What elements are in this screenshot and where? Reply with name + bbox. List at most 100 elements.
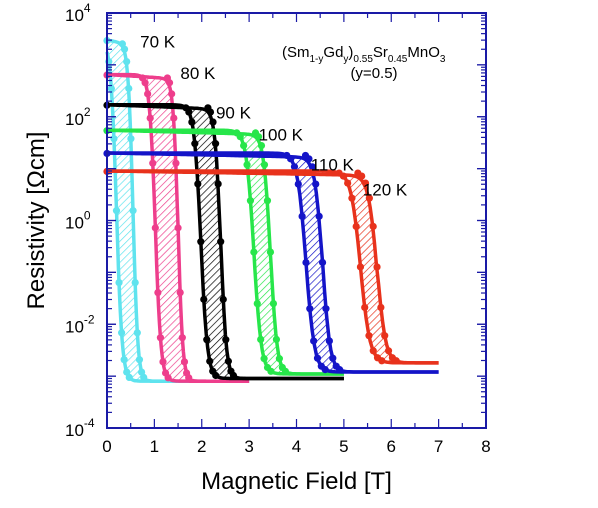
data-point <box>281 367 289 375</box>
formula-y-value: (y=0.5) <box>350 65 397 82</box>
data-point <box>185 108 193 116</box>
data-point <box>290 163 299 171</box>
data-point <box>112 207 121 215</box>
series-line-down <box>107 128 344 376</box>
data-point <box>240 141 248 150</box>
data-point <box>185 374 193 382</box>
data-point <box>144 90 152 98</box>
data-point <box>358 172 366 180</box>
data-point <box>131 278 139 287</box>
data-point <box>219 295 227 303</box>
data-point <box>243 161 251 169</box>
series-label: 80 K <box>180 64 216 83</box>
data-point <box>257 335 265 344</box>
y-tick-label: 102 <box>65 105 91 129</box>
data-point <box>214 180 222 188</box>
data-point <box>149 159 157 167</box>
data-point <box>263 197 272 205</box>
data-point <box>365 194 373 202</box>
data-point <box>361 179 370 187</box>
series-line-down <box>107 103 344 381</box>
data-point <box>107 84 115 93</box>
data-point <box>310 337 318 345</box>
data-point <box>272 335 281 344</box>
data-point <box>381 332 389 340</box>
data-point <box>135 356 144 364</box>
data-point <box>236 133 244 141</box>
data-point <box>336 366 344 374</box>
data-point <box>392 357 400 365</box>
data-point <box>140 373 148 382</box>
data-point <box>275 355 283 363</box>
x-tick-label: 3 <box>244 437 253 456</box>
series-label: 120 K <box>363 180 408 199</box>
data-point <box>253 299 261 308</box>
data-point <box>267 367 275 375</box>
series-line-down <box>107 151 439 374</box>
data-point <box>325 337 333 345</box>
x-tick-label: 2 <box>197 437 206 456</box>
data-point <box>212 371 220 380</box>
data-point <box>250 248 258 256</box>
data-point <box>146 114 154 122</box>
x-tick-label: 1 <box>150 437 159 456</box>
data-point <box>127 135 135 143</box>
data-point <box>222 336 230 344</box>
series-line-down <box>107 72 250 383</box>
data-point <box>229 371 238 380</box>
data-point <box>322 305 330 313</box>
x-tick-label: 5 <box>339 437 348 456</box>
data-point <box>180 358 189 366</box>
data-point <box>224 357 232 365</box>
composition-annotation: (Sm1-yGdy)0.55Sr0.45MnO3 (y=0.5) <box>282 44 446 82</box>
x-tick-label: 8 <box>481 437 490 456</box>
data-point <box>348 194 356 202</box>
formula-text: (Sm1-yGdy)0.55Sr0.45MnO3 <box>282 44 446 65</box>
data-point <box>318 258 327 267</box>
data-point <box>344 179 352 187</box>
data-point <box>129 207 137 215</box>
series-label: 90 K <box>216 104 252 123</box>
x-tick-label: 6 <box>387 437 396 456</box>
data-point <box>339 172 348 180</box>
data-point <box>308 163 316 171</box>
data-point <box>287 155 295 163</box>
y-tick-label: 10-4 <box>65 416 95 440</box>
data-point <box>141 79 149 87</box>
data-point <box>352 222 360 231</box>
data-point <box>164 374 172 382</box>
data-point <box>123 368 131 376</box>
data-point <box>154 288 162 297</box>
data-point <box>246 197 255 205</box>
data-point <box>123 58 131 66</box>
data-point <box>378 357 386 365</box>
series-label: 100 K <box>259 126 304 145</box>
data-point <box>217 238 225 246</box>
x-tick-label: 4 <box>292 437 301 456</box>
data-point <box>176 288 184 297</box>
data-point <box>117 329 126 337</box>
data-point <box>125 84 133 93</box>
data-point <box>260 355 268 363</box>
y-axis-title: Resistivity [Ωcm] <box>23 132 50 310</box>
data-point <box>170 114 178 122</box>
data-point <box>369 347 377 355</box>
data-point <box>200 295 208 303</box>
data-point <box>133 329 141 337</box>
data-point <box>125 373 133 382</box>
data-point <box>172 159 180 167</box>
series-label: 70 K <box>140 33 176 52</box>
data-point <box>165 79 174 87</box>
data-point <box>321 366 329 374</box>
data-point <box>305 155 313 163</box>
data-point <box>312 180 320 188</box>
x-tick-label: 7 <box>434 437 443 456</box>
data-point <box>188 118 196 126</box>
data-point <box>120 45 129 53</box>
data-point <box>178 334 186 342</box>
data-point <box>206 108 215 116</box>
data-point <box>156 334 165 342</box>
x-axis-title: Magnetic Field [T] <box>201 468 392 495</box>
data-point <box>254 133 263 141</box>
